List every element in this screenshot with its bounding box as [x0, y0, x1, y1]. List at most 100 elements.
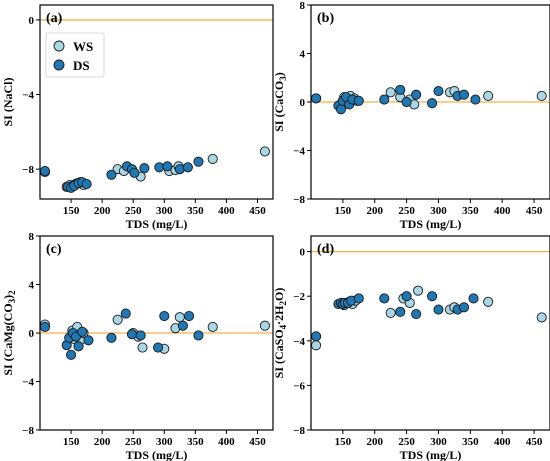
data-point-ds [311, 331, 322, 342]
data-point-ws [311, 340, 322, 351]
data-point-ds [73, 341, 84, 352]
x-tick-label: 450 [526, 205, 543, 217]
data-point-ws [413, 285, 424, 296]
panel-letter: (c) [46, 242, 62, 257]
x-tick-label: 350 [187, 205, 204, 217]
legend-marker-ds [53, 59, 65, 71]
y-tick-label: 4 [29, 280, 35, 292]
data-point-ds [411, 308, 422, 320]
y-tick-label: 8 [29, 231, 35, 243]
data-point-ds [433, 304, 444, 315]
data-point-ds [39, 321, 51, 332]
data-point-ds [311, 93, 322, 104]
data-point-ds [411, 89, 422, 100]
data-point-ds [193, 156, 204, 167]
y-tick-label: −6 [293, 380, 305, 392]
y-tick-label: 0 [29, 328, 35, 340]
x-tick-label: 150 [335, 205, 352, 217]
data-point-ws [385, 87, 396, 98]
y-tick-label: 8 [300, 0, 306, 12]
plot-frame [310, 235, 550, 431]
x-tick-label: 300 [156, 436, 173, 448]
plot-frame [39, 4, 274, 200]
data-point-ds [162, 161, 173, 172]
data-point-ds [39, 165, 51, 177]
data-point-ws [207, 153, 218, 164]
x-tick-label: 450 [249, 436, 266, 448]
y-tick-label: −8 [293, 194, 305, 206]
y-axis-label: SI (CaCO3) [272, 72, 288, 132]
x-axis-label: TDS (mg/L) [126, 448, 188, 461]
y-tick-label: 4 [300, 49, 306, 61]
y-tick-label: −8 [293, 425, 305, 437]
legend: WS DS [45, 32, 105, 78]
data-point-ds [106, 169, 117, 180]
data-point-ds [458, 302, 470, 313]
chart-panel-2: 150 200 250 300 350 400 450 8 4 0 −4 −8 TDS (mg/L) SI… [1, 231, 274, 461]
y-axis-label: SI (CaSO4·2H2O) [272, 288, 288, 379]
data-point-ds [66, 349, 77, 360]
data-point-ws [207, 321, 218, 332]
data-point-ds [193, 330, 204, 341]
data-point-ds [83, 335, 94, 346]
x-tick-label: 450 [526, 436, 543, 448]
data-point-ds [120, 308, 131, 319]
data-point-ds [401, 291, 412, 302]
data-point-ds [77, 326, 88, 337]
data-point-ds [427, 291, 438, 302]
panel-letter: (d) [317, 242, 334, 257]
chart-panel-1: 150 200 250 300 350 400 450 8 4 0 −4 −8 TDS (mg/L) SI… [272, 0, 550, 231]
legend-label-ws: WS [73, 39, 93, 54]
x-tick-label: 450 [249, 205, 266, 217]
y-axis-label: SI (NaCl) [1, 77, 15, 126]
x-tick-label: 400 [218, 205, 235, 217]
data-point-ws [483, 296, 494, 307]
y-tick-label: −4 [293, 336, 305, 348]
x-tick-label: 200 [366, 205, 383, 217]
x-tick-label: 400 [494, 205, 511, 217]
x-tick-label: 250 [125, 205, 142, 217]
x-tick-label: 300 [430, 205, 447, 217]
x-axis-label: TDS (mg/L) [400, 217, 462, 231]
x-tick-label: 350 [462, 205, 479, 217]
y-axis-label: SI (CaMg(CO3)2 [1, 290, 17, 376]
x-tick-label: 150 [335, 436, 352, 448]
x-tick-label: 200 [94, 436, 111, 448]
x-tick-label: 400 [494, 436, 511, 448]
data-point-ds [177, 320, 188, 331]
data-point-ds [153, 342, 164, 353]
data-point-ds [184, 310, 195, 322]
y-tick-label: −8 [22, 164, 34, 176]
x-tick-label: 250 [125, 436, 142, 448]
data-point-ds [335, 104, 347, 115]
chart-panel-0: 150 200 250 300 350 400 450 0 −4 −8 TDS (mg/L) SI (… [1, 4, 274, 231]
data-point-ws [483, 90, 494, 101]
data-point-ws [536, 90, 547, 101]
data-point-ds [401, 96, 412, 108]
y-tick-label: −8 [22, 425, 34, 437]
x-tick-label: 350 [462, 436, 479, 448]
x-tick-label: 200 [94, 205, 111, 217]
data-point-ds [353, 95, 364, 106]
data-point-ds [106, 332, 117, 343]
data-point-ds [427, 98, 438, 109]
data-point-ds [468, 293, 479, 304]
data-point-ws [112, 314, 123, 325]
data-point-ws [137, 342, 148, 353]
data-point-ds [126, 329, 138, 340]
y-tick-label: −4 [22, 90, 34, 102]
x-tick-label: 400 [218, 436, 235, 448]
data-point-ds [353, 293, 364, 304]
x-tick-label: 250 [398, 205, 415, 217]
panel-letter: (a) [46, 11, 63, 26]
data-point-ds [129, 167, 140, 178]
legend-marker-ws [53, 40, 65, 52]
data-point-ds [433, 86, 444, 97]
data-point-ds [139, 163, 150, 174]
data-point-ws [385, 307, 396, 318]
x-axis-label: TDS (mg/L) [126, 217, 188, 231]
data-point-ds [470, 94, 481, 105]
data-point-ws [259, 320, 270, 331]
data-point-ws [174, 312, 185, 323]
y-tick-label: 0 [300, 247, 306, 259]
